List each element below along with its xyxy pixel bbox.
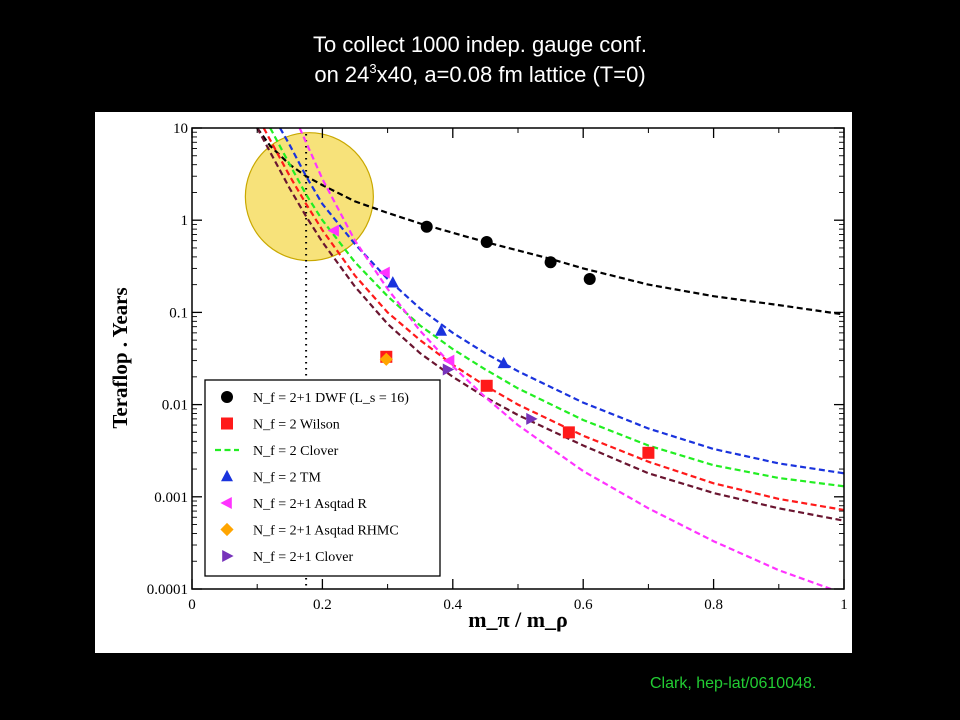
y-tick-label-3: 0.01 xyxy=(162,398,188,414)
slide-title: To collect 1000 indep. gauge conf. on 24… xyxy=(0,30,960,90)
legend-marker-4 xyxy=(220,497,232,509)
legend-label-1: N_f = 2 Wilson xyxy=(253,418,340,433)
legend-marker-6 xyxy=(222,550,234,562)
fit-curve-4 xyxy=(256,128,844,522)
x-tick-label-2: 0.4 xyxy=(443,597,462,613)
x-tick-label-0: 0 xyxy=(188,597,196,613)
legend-label-4: N_f = 2+1 Asqtad R xyxy=(253,497,367,512)
data-point-s1-3 xyxy=(642,446,655,459)
fit-curve-0 xyxy=(256,128,844,316)
legend-label-0: N_f = 2+1 DWF (L_s = 16) xyxy=(253,391,409,406)
legend-box xyxy=(204,379,441,577)
axes: 0 0.2 0.4 0.6 0.8 1 10 1 0.1 0.01 0.001 0.0001 xyxy=(147,121,848,613)
data-point-s3-2 xyxy=(442,354,455,367)
x-axis-label: m_π / m_ρ xyxy=(468,607,568,632)
data-point-s4-0 xyxy=(379,352,393,366)
y-axis-label: Teraflop . Years xyxy=(108,287,132,428)
fit-curve-1 xyxy=(279,128,844,475)
x-tick-label-1: 0.2 xyxy=(313,597,332,613)
data-point-s2-2 xyxy=(497,356,510,369)
y-tick-label-0: 10 xyxy=(173,121,188,137)
x-tick-label-4: 0.8 xyxy=(704,597,723,613)
title-superscript: 3 xyxy=(369,61,377,76)
chart: 0 0.2 0.4 0.6 0.8 1 10 1 0.1 0.01 0.001 0.0001 m_π … xyxy=(95,112,852,653)
x-tick-label-5: 1 xyxy=(840,597,848,613)
legend-label-6: N_f = 2+1 Clover xyxy=(253,550,354,565)
legend-marker-0 xyxy=(221,391,233,403)
citation: Clark, hep-lat/0610048. xyxy=(650,675,817,692)
data-point-s0-3 xyxy=(583,273,596,286)
title-line-2: on 243x40, a=0.08 fm lattice (T=0) xyxy=(0,60,960,90)
legend-label-3: N_f = 2 TM xyxy=(253,471,321,486)
x-tick-label-3: 0.6 xyxy=(574,597,593,613)
y-tick-label-4: 0.001 xyxy=(154,490,188,506)
legend-marker-3 xyxy=(221,469,233,482)
data-point-s3-0 xyxy=(327,224,339,237)
data-point-s3-1 xyxy=(378,266,390,279)
legend: N_f = 2+1 DWF (L_s = 16) N_f = 2 Wilson N_… xyxy=(204,379,441,577)
title-line-2-post: x40, a=0.08 fm lattice (T=0) xyxy=(376,62,646,87)
legend-label-2: N_f = 2 Clover xyxy=(253,444,339,459)
data-point-s0-2 xyxy=(544,256,557,269)
data-point-s5-0 xyxy=(442,363,455,376)
y-tick-label-1: 1 xyxy=(181,213,189,229)
data-points xyxy=(327,220,655,459)
y-tick-label-5: 0.0001 xyxy=(147,582,188,598)
data-point-s5-1 xyxy=(526,412,538,425)
legend-marker-5 xyxy=(220,522,234,537)
legend-marker-1 xyxy=(221,417,233,430)
fit-curve-2 xyxy=(269,128,844,488)
data-point-s0-1 xyxy=(480,236,493,249)
fit-curve-5 xyxy=(298,128,832,589)
y-tick-label-2: 0.1 xyxy=(169,305,188,321)
title-line-1: To collect 1000 indep. gauge conf. xyxy=(313,32,647,57)
legend-label-5: N_f = 2+1 Asqtad RHMC xyxy=(253,524,399,539)
data-point-s2-1 xyxy=(435,324,448,336)
data-point-s1-2 xyxy=(562,426,575,439)
title-line-2-pre: on 24 xyxy=(314,62,370,87)
data-point-s1-1 xyxy=(480,379,493,392)
data-point-s0-0 xyxy=(420,220,433,233)
data-point-s2-0 xyxy=(386,276,399,288)
